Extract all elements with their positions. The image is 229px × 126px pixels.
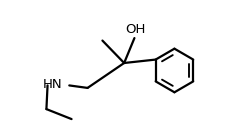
Text: OH: OH — [125, 23, 145, 36]
Text: HN: HN — [43, 78, 62, 91]
